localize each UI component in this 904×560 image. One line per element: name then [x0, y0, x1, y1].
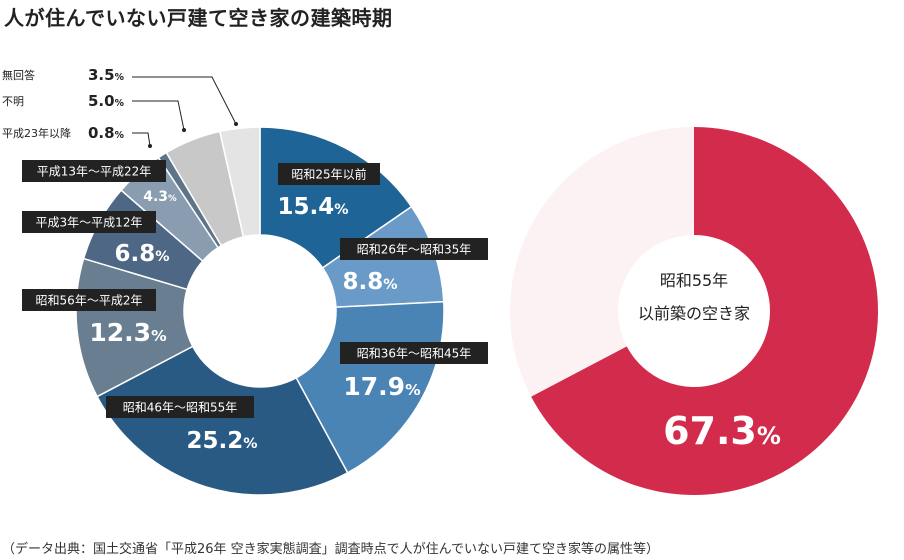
- tag-segment-5: 昭和56年～平成2年: [22, 289, 156, 311]
- leader-segment-9: [132, 100, 185, 131]
- tag-segment-6-text: 平成3年～平成12年: [36, 216, 143, 230]
- name-segment-9: 不明: [2, 95, 24, 108]
- donut-chart-construction-period: [75, 126, 445, 496]
- tag-segment-4-text: 昭和46年～昭和55年: [123, 401, 238, 415]
- value-segment-4: 25.2%: [186, 428, 257, 454]
- value-segment-1: 15.4%: [277, 194, 348, 220]
- donut2-value: 67.3%: [663, 409, 781, 453]
- tag-segment-7-text: 平成13年～平成22年: [37, 165, 152, 179]
- tag-segment-1-bg: [278, 163, 380, 185]
- tag-segment-2-text: 昭和26年～昭和35年: [357, 243, 472, 257]
- source-note: （データ出典：国土交通省「平成26年 空き家実態調査」調査時点で人が住んでいない…: [2, 542, 660, 557]
- donut2-rest-segment: [510, 127, 694, 397]
- donut-labels: 昭和25年以前 15.4% 昭和26年～昭和35年 8.8% 昭和36年～昭和45年 17…: [2, 66, 488, 454]
- value-segment-10: 3.5%: [88, 66, 125, 84]
- tag-segment-1: 昭和25年以前: [278, 163, 380, 185]
- tag-segment-3-bg: [340, 342, 488, 364]
- value-segment-6: 6.8%: [114, 241, 169, 267]
- leader-segment-8: [132, 132, 151, 147]
- value-segment-7: 4.3%: [143, 189, 177, 205]
- tag-segment-5-bg: [22, 289, 156, 311]
- value-segment-2: 8.8%: [342, 269, 397, 295]
- donut2-center-line2: 以前築の空き家: [638, 304, 750, 323]
- value-segment-3: 17.9%: [343, 372, 421, 401]
- tag-segment-4: 昭和46年～昭和55年: [106, 396, 254, 418]
- tag-segment-6: 平成3年～平成12年: [22, 211, 156, 233]
- tag-segment-7-bg: [22, 160, 166, 182]
- name-segment-8: 平成23年以降: [2, 126, 71, 140]
- tag-segment-2: 昭和26年～昭和35年: [340, 238, 488, 260]
- leader-segment-10: [132, 76, 237, 125]
- donut2-center-line1: 昭和55年: [660, 271, 728, 290]
- tag-segment-3: 昭和36年～昭和45年: [340, 342, 488, 364]
- value-segment-8: 0.8%: [88, 124, 125, 142]
- value-segment-5: 12.3%: [89, 318, 167, 347]
- leader-dot-segment-9: [182, 128, 186, 132]
- name-segment-10: 無回答: [2, 68, 35, 82]
- donut-segment-4: [96, 345, 349, 496]
- tag-segment-1-text: 昭和25年以前: [291, 167, 366, 182]
- leader-dot-segment-10: [234, 122, 238, 126]
- tag-segment-3-text: 昭和36年～昭和45年: [357, 347, 472, 361]
- leader-dot-segment-8: [148, 144, 152, 148]
- tag-segment-6-bg: [22, 211, 156, 233]
- value-segment-9: 5.0%: [88, 92, 125, 110]
- chart-title: 人が住んでいない戸建て空き家の建築時期: [4, 6, 393, 30]
- tag-segment-2-bg: [340, 238, 488, 260]
- tag-segment-4-bg: [106, 396, 254, 418]
- donut-segment-10: [218, 126, 261, 238]
- tag-segment-7: 平成13年～平成22年: [22, 160, 166, 182]
- donut2-highlight-segment: [531, 127, 878, 495]
- tag-segment-5-text: 昭和56年～平成2年: [36, 294, 143, 308]
